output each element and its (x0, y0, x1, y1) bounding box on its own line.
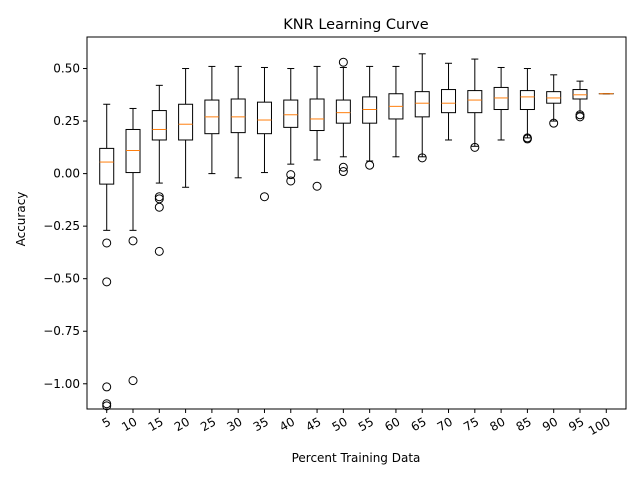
chart-title: KNR Learning Curve (283, 17, 428, 33)
box-group (309, 65, 325, 191)
box-iqr (493, 86, 509, 111)
outlier-point (102, 277, 112, 287)
box-group (204, 65, 220, 175)
outlier-point (154, 246, 164, 256)
y-tick-label: −1.00 (43, 377, 80, 391)
box-group (546, 74, 562, 128)
box-group (388, 65, 404, 158)
y-tick-label: 0.50 (53, 62, 80, 76)
x-tick-label: 10 (119, 414, 139, 434)
x-tick-label: 20 (172, 414, 192, 434)
box-iqr (283, 99, 299, 128)
box-iqr (362, 96, 378, 124)
x-tick-label: 40 (277, 414, 297, 434)
box-group (414, 53, 430, 163)
x-tick-label: 65 (408, 414, 428, 434)
box-iqr (441, 89, 457, 114)
box-iqr (519, 90, 535, 111)
x-axis: 5 10 15 20 25 30 35 40 45 50 55 60 65 70 75 80 85 90 95 100 (100, 409, 613, 438)
box-group (441, 62, 457, 141)
box-group (256, 66, 272, 202)
outlier-point (128, 236, 138, 246)
outlier-point (312, 181, 322, 191)
box-iqr (309, 98, 325, 132)
y-axis: 0.50 0.25 0.00 −0.25 −0.50 −0.75 −1.00 (43, 62, 87, 391)
outlier-point (338, 57, 348, 67)
axes-frame (86, 36, 627, 410)
y-tick-label: −0.25 (43, 219, 80, 233)
outlier-point (417, 153, 427, 163)
x-tick-label: 60 (382, 414, 402, 434)
x-tick-label: 50 (330, 414, 350, 434)
box-iqr (467, 90, 483, 114)
x-tick-label: 5 (100, 414, 114, 430)
box-group (283, 68, 299, 186)
box-group (572, 80, 588, 122)
box-iqr (125, 128, 141, 174)
box-iqr (546, 91, 562, 104)
x-tick-label: 95 (566, 414, 586, 434)
outlier-point (365, 160, 375, 170)
box-group (125, 107, 141, 386)
box-iqr (572, 89, 588, 100)
box-group (467, 58, 483, 152)
plot-area (86, 36, 627, 411)
box-iqr (230, 98, 246, 134)
y-tick-label: 0.25 (53, 114, 80, 128)
outlier-point (575, 110, 585, 120)
outlier-point (154, 202, 164, 212)
outlier-point (286, 170, 296, 180)
x-tick-label: 55 (356, 414, 376, 434)
x-tick-label: 100 (586, 414, 613, 438)
outlier-point (470, 142, 480, 152)
x-tick-label: 80 (487, 414, 507, 434)
box-iqr (335, 99, 351, 124)
box-group (151, 84, 167, 256)
y-tick-label: −0.75 (43, 324, 80, 338)
outlier-point (338, 167, 348, 177)
y-tick-label: −0.50 (43, 272, 80, 286)
x-tick-label: 15 (146, 414, 166, 434)
y-tick-label: 0.00 (53, 167, 80, 181)
outlier-point (128, 376, 138, 386)
box-iqr (151, 110, 167, 141)
box-iqr (414, 91, 430, 118)
x-tick-label: 85 (514, 414, 534, 434)
x-tick-label: 30 (224, 414, 244, 434)
box-group (493, 66, 509, 141)
box-group (99, 103, 115, 411)
outlier-point (522, 133, 532, 143)
box-group (335, 57, 351, 177)
box-iqr (178, 103, 194, 141)
box-group (230, 65, 246, 179)
x-tick-label: 35 (251, 414, 271, 434)
outlier-point (286, 176, 296, 186)
x-tick-label: 25 (198, 414, 218, 434)
x-tick-label: 90 (540, 414, 560, 434)
x-tick-label: 70 (435, 414, 455, 434)
outlier-point (102, 399, 112, 409)
outlier-point (102, 238, 112, 248)
box-iqr (99, 147, 115, 185)
outlier-point (338, 162, 348, 172)
outlier-point (575, 112, 585, 122)
x-axis-label: Percent Training Data (292, 451, 421, 465)
box-group (178, 68, 194, 188)
box-group (519, 68, 535, 144)
x-tick-label: 75 (461, 414, 481, 434)
x-tick-label: 45 (303, 414, 323, 434)
box-group (362, 65, 378, 170)
outlier-point (154, 192, 164, 202)
y-axis-label: Accuracy (14, 192, 28, 247)
outlier-point (259, 192, 269, 202)
box-iqr (256, 101, 272, 135)
outlier-point (549, 118, 559, 128)
outlier-point (102, 382, 112, 392)
